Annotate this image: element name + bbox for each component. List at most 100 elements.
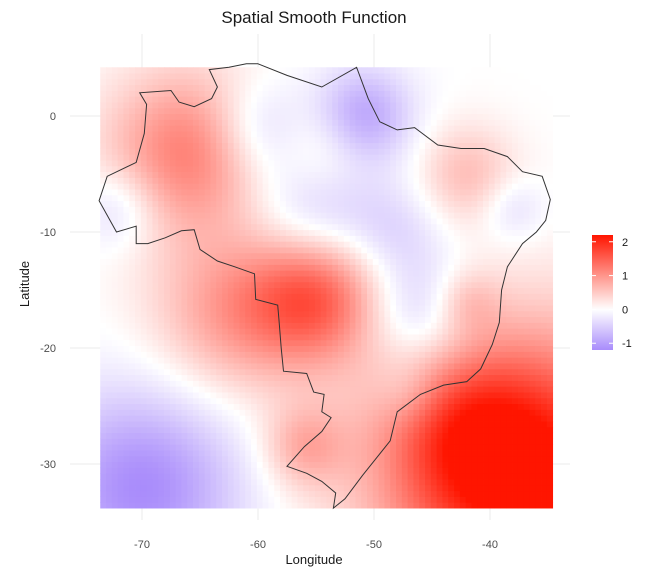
heatmap-tile <box>274 276 281 283</box>
heatmap-tile <box>129 357 136 364</box>
heatmap-tile <box>187 351 194 358</box>
heatmap-tile <box>233 90 240 97</box>
heatmap-tile <box>158 438 165 445</box>
heatmap-tile <box>187 473 194 480</box>
heatmap-tile <box>396 392 403 399</box>
heatmap-tile <box>129 73 136 80</box>
heatmap-tile <box>135 241 142 248</box>
heatmap-tile <box>158 334 165 341</box>
heatmap-tile <box>297 183 304 190</box>
heatmap-tile <box>106 386 113 393</box>
heatmap-tile <box>297 374 304 381</box>
heatmap-tile <box>169 334 177 341</box>
heatmap-tile <box>442 316 449 323</box>
heatmap-tile <box>146 368 153 376</box>
heatmap-tile <box>407 368 414 376</box>
heatmap-tile <box>274 90 281 97</box>
heatmap-tile <box>384 432 391 439</box>
heatmap-tile <box>407 241 414 248</box>
heatmap-tile <box>216 409 223 416</box>
heatmap-tile <box>454 218 461 225</box>
heatmap-tile <box>320 194 327 202</box>
heatmap-tile <box>413 119 420 126</box>
heatmap-tile <box>454 461 461 468</box>
heatmap-tile <box>442 392 449 399</box>
heatmap-tile <box>285 90 293 97</box>
heatmap-tile <box>262 345 269 352</box>
heatmap-tile <box>297 473 304 480</box>
heatmap-tile <box>459 293 467 300</box>
heatmap-tile <box>181 409 188 416</box>
heatmap-tile <box>430 305 438 312</box>
heatmap-tile <box>245 432 252 439</box>
heatmap-tile <box>239 310 246 318</box>
heatmap-tile <box>384 484 391 492</box>
heatmap-tile <box>407 502 414 509</box>
heatmap-tile <box>442 432 449 439</box>
heatmap-tile <box>477 357 484 364</box>
heatmap-tile <box>181 148 188 155</box>
heatmap-tile <box>401 403 409 410</box>
heatmap-tile <box>233 368 240 376</box>
heatmap-tile <box>285 345 293 352</box>
heatmap-tile <box>256 397 264 405</box>
heatmap-tile <box>117 409 124 416</box>
heatmap-tile <box>100 177 107 184</box>
heatmap-tile <box>442 299 449 306</box>
heatmap-tile <box>471 386 478 393</box>
heatmap-tile <box>117 171 124 178</box>
heatmap-tile <box>314 415 322 422</box>
heatmap-tile <box>164 363 171 370</box>
heatmap-tile <box>436 426 443 434</box>
heatmap-tile <box>332 177 339 184</box>
heatmap-tile <box>210 444 217 451</box>
heatmap-tile <box>314 119 322 126</box>
heatmap-tile <box>123 368 130 376</box>
heatmap-tile <box>158 328 165 335</box>
heatmap-tile <box>274 316 281 323</box>
heatmap-tile <box>256 113 264 120</box>
heatmap-tile <box>204 426 211 434</box>
heatmap-tile <box>175 403 182 410</box>
heatmap-tile <box>291 241 298 248</box>
heatmap-tile <box>193 189 200 196</box>
heatmap-tile <box>303 67 310 74</box>
heatmap-tile <box>239 316 246 323</box>
heatmap-tile <box>454 467 461 474</box>
heatmap-tile <box>135 183 142 190</box>
heatmap-tile <box>187 421 194 428</box>
heatmap-tile <box>280 200 287 207</box>
heatmap-tile <box>465 467 472 474</box>
heatmap-tile <box>181 84 188 91</box>
heatmap-tile <box>332 218 339 225</box>
heatmap-tile <box>164 252 171 260</box>
heatmap-tile <box>372 397 380 405</box>
heatmap-tile <box>210 461 217 468</box>
heatmap-tile <box>454 235 461 242</box>
heatmap-tile <box>111 258 119 265</box>
heatmap-tile <box>129 194 136 202</box>
heatmap-tile <box>256 102 264 109</box>
heatmap-tile <box>459 264 467 271</box>
heatmap-tile <box>413 502 420 509</box>
heatmap-tile <box>285 218 293 225</box>
heatmap-tile <box>193 241 200 248</box>
heatmap-tile <box>396 479 403 486</box>
heatmap-tile <box>471 484 478 492</box>
heatmap-tile <box>442 345 449 352</box>
heatmap-tile <box>222 293 229 300</box>
heatmap-tile <box>285 223 293 231</box>
heatmap-tile <box>222 252 229 260</box>
heatmap-tile <box>326 293 333 300</box>
heatmap-tile <box>390 380 397 387</box>
heatmap-tile <box>384 322 391 329</box>
heatmap-tile <box>297 461 304 468</box>
heatmap-tile <box>135 368 142 376</box>
heatmap-tile <box>413 177 420 184</box>
heatmap-tile <box>471 183 478 190</box>
heatmap-tile <box>320 67 327 74</box>
heatmap-tile <box>140 270 148 277</box>
heatmap-tile <box>314 177 322 184</box>
heatmap-tile <box>309 363 316 370</box>
heatmap-tile <box>285 403 293 410</box>
